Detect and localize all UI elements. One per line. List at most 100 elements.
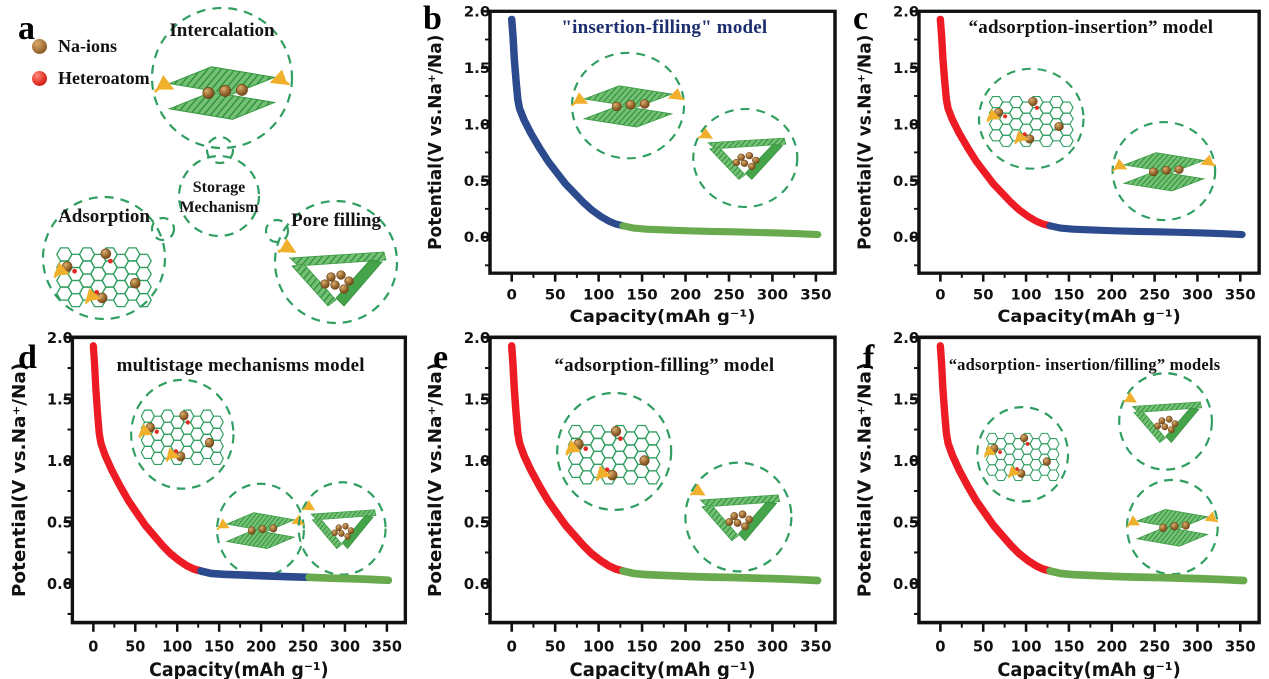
na-ion-sphere-icon xyxy=(1159,523,1168,532)
x-tick-label: 0 xyxy=(88,637,98,656)
na-ion-sphere-icon xyxy=(32,39,47,54)
adsorption-graphic xyxy=(53,247,152,308)
y-axis-label: Potential(V vs.Na⁺/Na) xyxy=(10,363,30,597)
na-ion-sphere-icon xyxy=(204,437,215,448)
adsorption-inset xyxy=(977,67,1085,170)
x-tick-label: 150 xyxy=(626,287,657,303)
adsorption-graphic xyxy=(138,409,224,466)
svg-text:Adsorption: Adsorption xyxy=(58,206,150,227)
na-ion-sphere-icon xyxy=(752,156,760,164)
y-tick-label: 1.0 xyxy=(464,117,491,133)
x-tick-label: 0 xyxy=(935,288,945,304)
svg-text:Pore filling: Pore filling xyxy=(291,210,381,231)
svg-text:Mechanism: Mechanism xyxy=(179,199,259,216)
node-pore-filling: Pore filling xyxy=(273,199,399,325)
mechanism-legend: Na-ions Heteroatom xyxy=(32,36,150,89)
x-tick-label: 100 xyxy=(1011,288,1042,304)
y-tick-label: 0.0 xyxy=(464,230,491,246)
na-ion-sphere-icon xyxy=(730,512,739,521)
na-ion-sphere-icon xyxy=(179,410,189,421)
panel-letter-a: a xyxy=(18,10,35,47)
na-ion-sphere-icon xyxy=(737,153,746,161)
x-axis-label: Capacity(mAh g⁻¹) xyxy=(997,660,1180,679)
na-ion-sphere-icon xyxy=(247,526,256,535)
na-ion-sphere-icon xyxy=(1165,415,1173,423)
curve-filling xyxy=(619,567,822,585)
y-tick-label: 2.0 xyxy=(464,329,491,347)
x-axis-label: Capacity(mAh g⁻¹) xyxy=(570,660,756,679)
heteroatom-dot-icon xyxy=(72,268,77,274)
x-tick-label: 50 xyxy=(125,637,145,656)
y-tick-label: 1.5 xyxy=(47,390,73,409)
plot-frame xyxy=(917,335,1261,625)
adsorption-graphic xyxy=(986,95,1074,147)
storage-mechanism-diagram: Storage Mechanism Intercalation Adsorpti… xyxy=(41,6,399,325)
na-ion-sphere-icon xyxy=(748,162,756,170)
na-ion-sphere-icon xyxy=(347,527,355,534)
dashed-circle xyxy=(976,405,1070,503)
y-axis-label: Potential(V vs.Na⁺/Na) xyxy=(855,35,875,250)
panel-letter-e: e xyxy=(433,339,449,376)
x-tick-label: 300 xyxy=(330,637,360,656)
na-ion-sphere-icon xyxy=(335,524,342,532)
x-tick-label: 200 xyxy=(1096,288,1127,304)
x-tick-label: 50 xyxy=(973,288,994,304)
y-tick-label: 0.0 xyxy=(464,575,491,593)
chart-title-e: “adsorption-filling” model xyxy=(554,355,775,376)
panel-d: d multistage mechanisms model 0 50 100 150 2… xyxy=(0,325,415,679)
na-ion-sphere-icon xyxy=(732,159,741,167)
curve-adsorption xyxy=(89,342,205,575)
na-ion-sphere-icon xyxy=(336,270,346,280)
y-tick-label: 1.5 xyxy=(893,61,919,77)
intercalation-graphic xyxy=(153,66,291,120)
na-ion-sphere-icon xyxy=(339,284,349,294)
y-tick-label: 1.5 xyxy=(464,60,491,76)
chart-adsorption-filling: 0 50 100 150 200 250 300 350 0.0 0.5 1.0 1.5 2.0 Capa… xyxy=(425,329,837,679)
na-ion-sphere-icon xyxy=(625,100,636,110)
x-tick-label: 50 xyxy=(545,287,566,303)
na-ion-sphere-icon xyxy=(733,518,742,527)
na-ion-sphere-icon xyxy=(100,248,112,260)
dashed-circle xyxy=(570,51,686,160)
heteroatom-dot-icon xyxy=(1015,467,1019,471)
pore-filling-graphic xyxy=(689,483,781,542)
dashed-circle xyxy=(130,378,235,490)
x-tick-label: 150 xyxy=(1053,637,1084,655)
panel-f: f “adsorption- insertion/filling” models… xyxy=(845,325,1269,679)
na-ion-sphere-icon xyxy=(96,292,108,304)
na-ion-sphere-icon xyxy=(326,272,336,282)
dashed-circle xyxy=(556,391,673,512)
panel-letter-b: b xyxy=(423,0,442,37)
x-tick-label: 100 xyxy=(583,287,614,303)
na-ion-sphere-icon xyxy=(344,276,354,286)
dashed-circle xyxy=(684,461,793,573)
x-tick-label: 100 xyxy=(583,637,614,655)
heteroatom-dot-icon xyxy=(583,446,589,452)
y-tick-label: 0.5 xyxy=(893,174,919,190)
panel-letter-c: c xyxy=(853,0,869,37)
na-ion-sphere-icon xyxy=(1167,426,1175,434)
pore-inset xyxy=(1118,372,1213,471)
na-ion-sphere-icon xyxy=(639,99,650,109)
na-ion-sphere-icon xyxy=(1154,422,1161,430)
y-tick-label: 0.5 xyxy=(47,513,73,532)
dashed-circle xyxy=(977,67,1085,170)
na-ion-sphere-icon xyxy=(1042,457,1051,466)
pore-filling-graphic xyxy=(697,127,787,180)
x-tick-label: 250 xyxy=(713,637,744,655)
intercalation-inset xyxy=(215,482,305,578)
node-adsorption: Adsorption xyxy=(41,195,167,321)
na-ion-sphere-icon xyxy=(745,515,754,524)
dashed-circle xyxy=(1118,372,1213,471)
connector-link xyxy=(205,135,235,165)
heteroatom-dot-icon xyxy=(998,450,1002,454)
na-ion-sphere-icon xyxy=(993,107,1004,117)
na-ion-sphere-icon xyxy=(61,261,73,272)
na-ion-sphere-icon xyxy=(145,422,155,433)
x-tick-label: 200 xyxy=(1096,637,1127,655)
heteroatom-dot-icon xyxy=(173,449,178,454)
x-tick-label: 100 xyxy=(162,637,192,656)
chart-adsorption-insertion: 0 50 100 150 200 250 300 350 0.0 0.5 1.0 1.5 2.0 Capa… xyxy=(855,5,1261,325)
x-tick-label: 350 xyxy=(1225,288,1256,304)
